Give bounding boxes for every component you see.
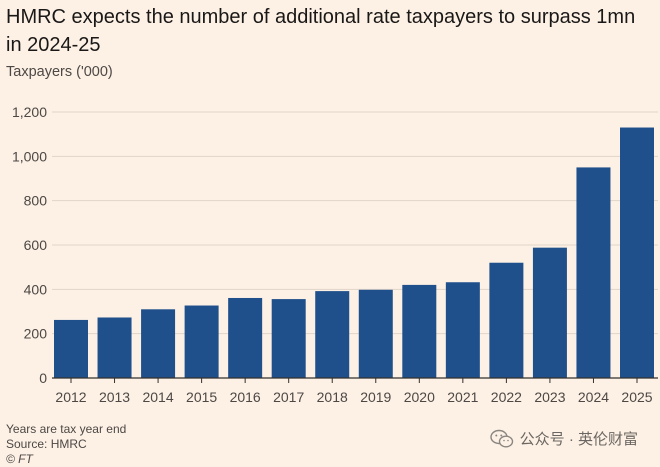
- bar-2014: [141, 309, 176, 378]
- bar-2012: [54, 319, 88, 378]
- bar-chart: 0 200 400 600 800 1,000 1,200 2012 2013 2014 2015…: [12, 104, 658, 405]
- gridlines: [52, 111, 658, 335]
- y-tick-label: 400: [24, 281, 48, 297]
- x-tick-label: 2018: [317, 389, 348, 405]
- bar-2020: [402, 284, 437, 378]
- bar-2018: [315, 291, 350, 378]
- footnote: Years are tax year end: [6, 422, 127, 436]
- copyright: © FT: [6, 452, 33, 466]
- y-tick-label: 800: [24, 193, 48, 209]
- wechat-icon: [489, 429, 513, 448]
- bar-2023: [532, 247, 567, 378]
- x-tick-label: 2017: [273, 389, 304, 405]
- source-note: Source: HMRC: [6, 437, 87, 451]
- x-tick-label: 2022: [491, 389, 522, 405]
- bar-2016: [228, 297, 263, 378]
- bar-2025: [620, 127, 654, 378]
- x-tick-label: 2023: [534, 389, 565, 405]
- x-tick-label: 2016: [230, 389, 261, 405]
- bars: [54, 127, 654, 378]
- bar-2021: [445, 282, 480, 378]
- bar-2017: [271, 299, 306, 378]
- x-tick-label: 2020: [404, 389, 435, 405]
- y-tick-label: 0: [39, 370, 47, 386]
- y-tick-label: 200: [24, 326, 48, 342]
- x-tick-label: 2019: [360, 389, 391, 405]
- x-tick-label: 2021: [447, 389, 478, 405]
- y-tick-label: 1,200: [12, 104, 47, 120]
- x-tick-label: 2024: [578, 389, 609, 405]
- bar-2013: [97, 317, 132, 378]
- x-tick-label: 2015: [186, 389, 217, 405]
- x-tick-label: 2012: [55, 389, 86, 405]
- bar-2019: [358, 289, 393, 378]
- watermark: 公众号 · 英伦财富: [489, 428, 638, 449]
- watermark-text: 公众号 · 英伦财富: [519, 431, 638, 448]
- y-axis-ticks: 0 200 400 600 800 1,000 1,200: [12, 104, 47, 386]
- x-tick-label: 2013: [99, 389, 130, 405]
- x-tick-label: 2025: [621, 389, 652, 405]
- y-tick-label: 1,000: [12, 148, 47, 164]
- chart-title: HMRC expects the number of additional ra…: [6, 6, 636, 56]
- bar-2024: [576, 167, 611, 378]
- y-axis-label: Taxpayers ('000): [6, 64, 113, 80]
- bar-2022: [489, 262, 524, 378]
- x-axis-ticks: 2012 2013 2014 2015 2016 2017 2018 2019 2020 2021…: [55, 378, 653, 405]
- x-tick-label: 2014: [142, 389, 173, 405]
- bar-2015: [184, 305, 219, 378]
- y-tick-label: 600: [24, 237, 48, 253]
